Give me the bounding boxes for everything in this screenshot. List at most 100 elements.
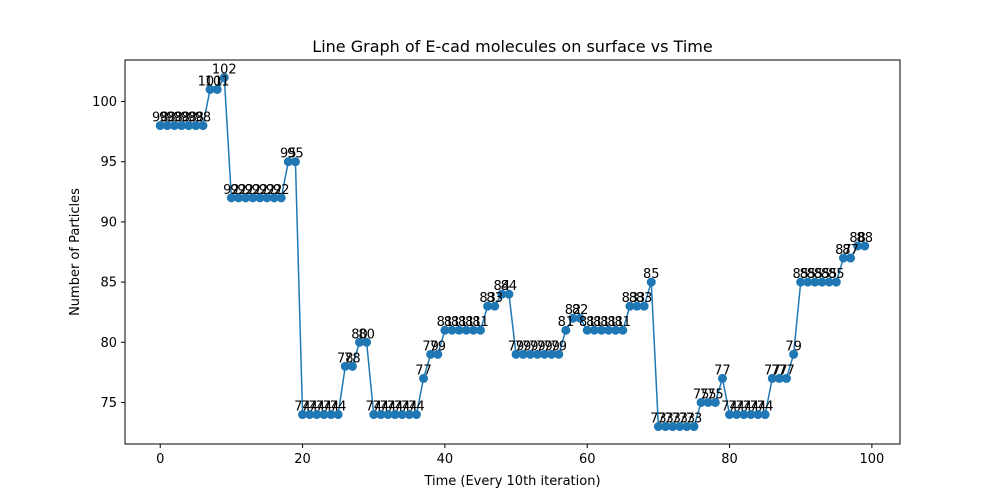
data-point xyxy=(739,410,749,420)
data-point xyxy=(639,301,649,311)
data-point xyxy=(340,361,350,371)
data-label: 77 xyxy=(415,363,432,378)
data-label: 92 xyxy=(273,183,290,198)
data-label: 74 xyxy=(323,400,340,415)
data-point xyxy=(219,72,229,82)
data-label: 98 xyxy=(159,111,176,126)
data-label: 77 xyxy=(771,363,788,378)
data-point xyxy=(732,410,742,420)
data-point xyxy=(419,373,429,383)
data-point xyxy=(390,410,400,420)
data-point xyxy=(454,325,464,335)
data-point xyxy=(333,410,343,420)
x-tick-label: 100 xyxy=(859,452,884,467)
data-point xyxy=(853,241,863,251)
data-label: 74 xyxy=(380,400,397,415)
data-point xyxy=(305,410,315,420)
chart-title: Line Graph of E-cad molecules on surface… xyxy=(312,37,712,56)
data-point xyxy=(433,349,443,359)
data-label: 101 xyxy=(205,74,230,89)
data-label: 73 xyxy=(671,412,688,427)
data-label: 81 xyxy=(465,315,482,330)
data-label: 85 xyxy=(800,267,817,282)
data-point xyxy=(668,422,678,432)
data-label: 78 xyxy=(337,351,354,366)
data-point xyxy=(397,410,407,420)
data-point xyxy=(184,121,194,131)
data-label: 78 xyxy=(344,351,361,366)
data-label: 83 xyxy=(486,291,503,306)
data-label: 81 xyxy=(558,315,575,330)
data-label: 80 xyxy=(358,327,375,342)
data-point xyxy=(675,422,685,432)
data-label: 95 xyxy=(287,147,304,162)
data-point xyxy=(646,277,656,287)
x-tick-label: 60 xyxy=(579,452,596,467)
data-label: 73 xyxy=(650,412,667,427)
data-point xyxy=(632,301,642,311)
data-point xyxy=(803,277,813,287)
data-label: 92 xyxy=(259,183,276,198)
data-label: 102 xyxy=(212,62,237,77)
data-point xyxy=(540,349,550,359)
data-point xyxy=(753,410,763,420)
data-point xyxy=(383,410,393,420)
data-point xyxy=(525,349,535,359)
data-point xyxy=(155,121,165,131)
data-label: 74 xyxy=(736,400,753,415)
data-label: 81 xyxy=(607,315,624,330)
data-point xyxy=(205,84,215,94)
data-point xyxy=(532,349,542,359)
data-label: 81 xyxy=(444,315,461,330)
data-point xyxy=(241,193,251,203)
data-point xyxy=(283,157,293,167)
data-point xyxy=(290,157,300,167)
data-point xyxy=(276,193,286,203)
data-point xyxy=(710,397,720,407)
data-point xyxy=(696,397,706,407)
data-point xyxy=(725,410,735,420)
data-point xyxy=(653,422,663,432)
data-point xyxy=(781,373,791,383)
data-label: 92 xyxy=(244,183,261,198)
data-point xyxy=(226,193,236,203)
data-point xyxy=(767,373,777,383)
data-point xyxy=(817,277,827,287)
data-label: 74 xyxy=(401,400,418,415)
data-point xyxy=(824,277,834,287)
data-label: 81 xyxy=(615,315,632,330)
data-label: 74 xyxy=(743,400,760,415)
data-label: 74 xyxy=(294,400,311,415)
data-label: 82 xyxy=(572,303,589,318)
data-label: 73 xyxy=(686,412,703,427)
data-label: 79 xyxy=(543,339,560,354)
data-label: 79 xyxy=(422,339,439,354)
y-tick-label: 100 xyxy=(92,95,117,110)
data-label: 81 xyxy=(586,315,603,330)
data-label: 95 xyxy=(280,147,297,162)
data-label: 83 xyxy=(622,291,639,306)
data-label: 79 xyxy=(536,339,553,354)
data-label: 75 xyxy=(700,387,717,402)
data-point xyxy=(447,325,457,335)
data-label: 79 xyxy=(508,339,525,354)
y-tick-label: 95 xyxy=(100,155,117,170)
data-point xyxy=(376,410,386,420)
data-label: 83 xyxy=(636,291,653,306)
data-label: 79 xyxy=(430,339,447,354)
data-label: 92 xyxy=(252,183,269,198)
x-tick-label: 0 xyxy=(156,452,164,467)
data-label: 79 xyxy=(515,339,532,354)
data-label: 92 xyxy=(230,183,247,198)
series-line xyxy=(160,74,865,428)
data-label: 81 xyxy=(437,315,454,330)
data-label: 74 xyxy=(408,400,425,415)
data-point xyxy=(475,325,485,335)
data-label: 92 xyxy=(223,183,240,198)
data-label: 74 xyxy=(309,400,326,415)
data-point xyxy=(611,325,621,335)
data-point xyxy=(846,253,856,263)
x-axis-title: Time (Every 10th iteration) xyxy=(423,474,600,489)
data-point xyxy=(746,410,756,420)
data-point xyxy=(682,422,692,432)
